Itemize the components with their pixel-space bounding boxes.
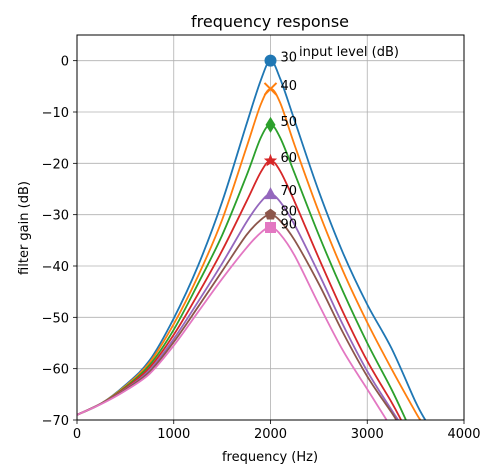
x-axis-label: frequency (Hz) bbox=[222, 450, 318, 465]
y-tick-label: −40 bbox=[42, 260, 69, 275]
series-label-40: 40 bbox=[281, 79, 298, 94]
y-tick-label: −60 bbox=[42, 363, 69, 378]
peak-marker-40 bbox=[263, 82, 278, 96]
series-line-30 bbox=[77, 59, 427, 420]
x-tick-label: 2000 bbox=[254, 427, 287, 442]
y-tick-label: −20 bbox=[42, 157, 69, 172]
series-line-60 bbox=[77, 159, 402, 420]
peak-markers bbox=[263, 54, 278, 233]
series-line-90 bbox=[77, 226, 388, 420]
peak-marker-50 bbox=[265, 116, 276, 133]
peak-marker-90 bbox=[265, 222, 276, 233]
series-lines bbox=[77, 59, 427, 420]
series-label-30: 30 bbox=[281, 51, 298, 66]
chart-title: frequency response bbox=[191, 12, 349, 31]
x-tick-label: 1000 bbox=[157, 427, 190, 442]
series-line-80 bbox=[77, 213, 398, 420]
peak-marker-30 bbox=[264, 54, 277, 67]
series-label-70: 70 bbox=[281, 184, 298, 199]
y-tick-label: −10 bbox=[42, 106, 69, 121]
y-tick-label: 0 bbox=[61, 55, 69, 70]
peak-marker-70 bbox=[264, 187, 277, 200]
y-tick-label: −30 bbox=[42, 209, 69, 224]
x-tick-label: 3000 bbox=[351, 427, 384, 442]
x-tick-label: 0 bbox=[73, 427, 81, 442]
peak-marker-60 bbox=[263, 153, 278, 167]
y-axis-label: filter gain (dB) bbox=[17, 181, 32, 275]
series-label-50: 50 bbox=[281, 115, 298, 130]
series-label-60: 60 bbox=[281, 151, 298, 166]
peak-marker-80 bbox=[264, 208, 277, 220]
series-label-80: 80 bbox=[281, 205, 298, 220]
series-label-90: 90 bbox=[281, 218, 298, 233]
axis-ticks: 0 1000 2000 3000 4000 0 −10 −20 −30 −40 −50 −60 −70 bbox=[42, 55, 481, 442]
annotation-input-level: input level (dB) bbox=[299, 45, 399, 60]
y-tick-label: −70 bbox=[42, 414, 69, 429]
y-tick-label: −50 bbox=[42, 311, 69, 326]
series-line-50 bbox=[77, 123, 407, 420]
x-tick-label: 4000 bbox=[447, 427, 480, 442]
